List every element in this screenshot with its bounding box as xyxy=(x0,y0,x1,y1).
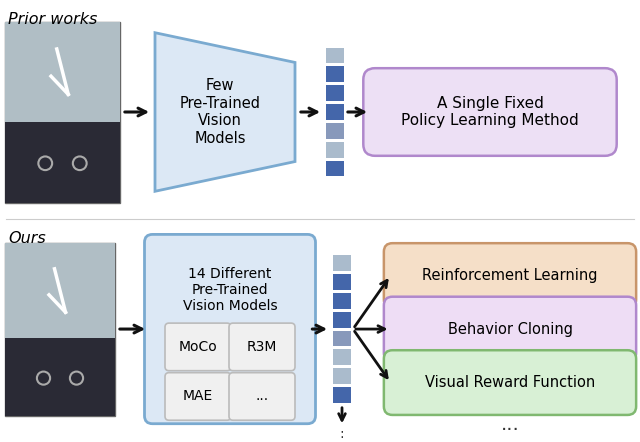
Bar xyxy=(333,274,351,290)
Text: ...: ... xyxy=(500,415,520,434)
Text: MoCo: MoCo xyxy=(179,340,218,354)
Bar xyxy=(5,22,120,122)
Bar xyxy=(333,312,351,328)
Bar xyxy=(326,85,344,101)
Bar xyxy=(326,66,344,82)
FancyBboxPatch shape xyxy=(384,243,636,308)
Bar xyxy=(326,142,344,158)
Bar xyxy=(326,48,344,64)
Bar xyxy=(333,387,351,403)
Text: MAE: MAE xyxy=(183,389,213,404)
Bar xyxy=(333,331,351,347)
Bar xyxy=(5,243,115,338)
Text: A Single Fixed
Policy Learning Method: A Single Fixed Policy Learning Method xyxy=(401,96,579,128)
FancyBboxPatch shape xyxy=(229,323,295,371)
Text: :: : xyxy=(340,427,344,441)
Text: Visual Reward Function: Visual Reward Function xyxy=(425,375,595,390)
Text: Ours: Ours xyxy=(8,231,45,246)
Bar xyxy=(333,293,351,309)
Text: Reinforcement Learning: Reinforcement Learning xyxy=(422,268,598,283)
Text: 14 Different
Pre-Trained
Vision Models: 14 Different Pre-Trained Vision Models xyxy=(182,267,277,313)
Bar xyxy=(326,123,344,139)
Bar xyxy=(333,368,351,384)
Bar xyxy=(326,160,344,176)
FancyBboxPatch shape xyxy=(364,68,617,156)
FancyBboxPatch shape xyxy=(165,323,231,371)
Bar xyxy=(333,255,351,271)
FancyBboxPatch shape xyxy=(384,297,636,362)
Text: Behavior Cloning: Behavior Cloning xyxy=(447,322,573,336)
Bar xyxy=(333,349,351,365)
Text: Prior works: Prior works xyxy=(8,12,97,27)
Text: ...: ... xyxy=(255,389,269,404)
Bar xyxy=(5,122,120,203)
FancyBboxPatch shape xyxy=(5,22,120,203)
Polygon shape xyxy=(155,33,295,191)
Bar xyxy=(326,104,344,120)
FancyBboxPatch shape xyxy=(384,350,636,415)
Bar xyxy=(5,338,115,416)
Text: Few
Pre-Trained
Vision
Models: Few Pre-Trained Vision Models xyxy=(179,78,260,145)
FancyBboxPatch shape xyxy=(145,234,316,424)
FancyBboxPatch shape xyxy=(165,373,231,420)
FancyBboxPatch shape xyxy=(229,373,295,420)
FancyBboxPatch shape xyxy=(5,243,115,416)
Text: R3M: R3M xyxy=(247,340,277,354)
